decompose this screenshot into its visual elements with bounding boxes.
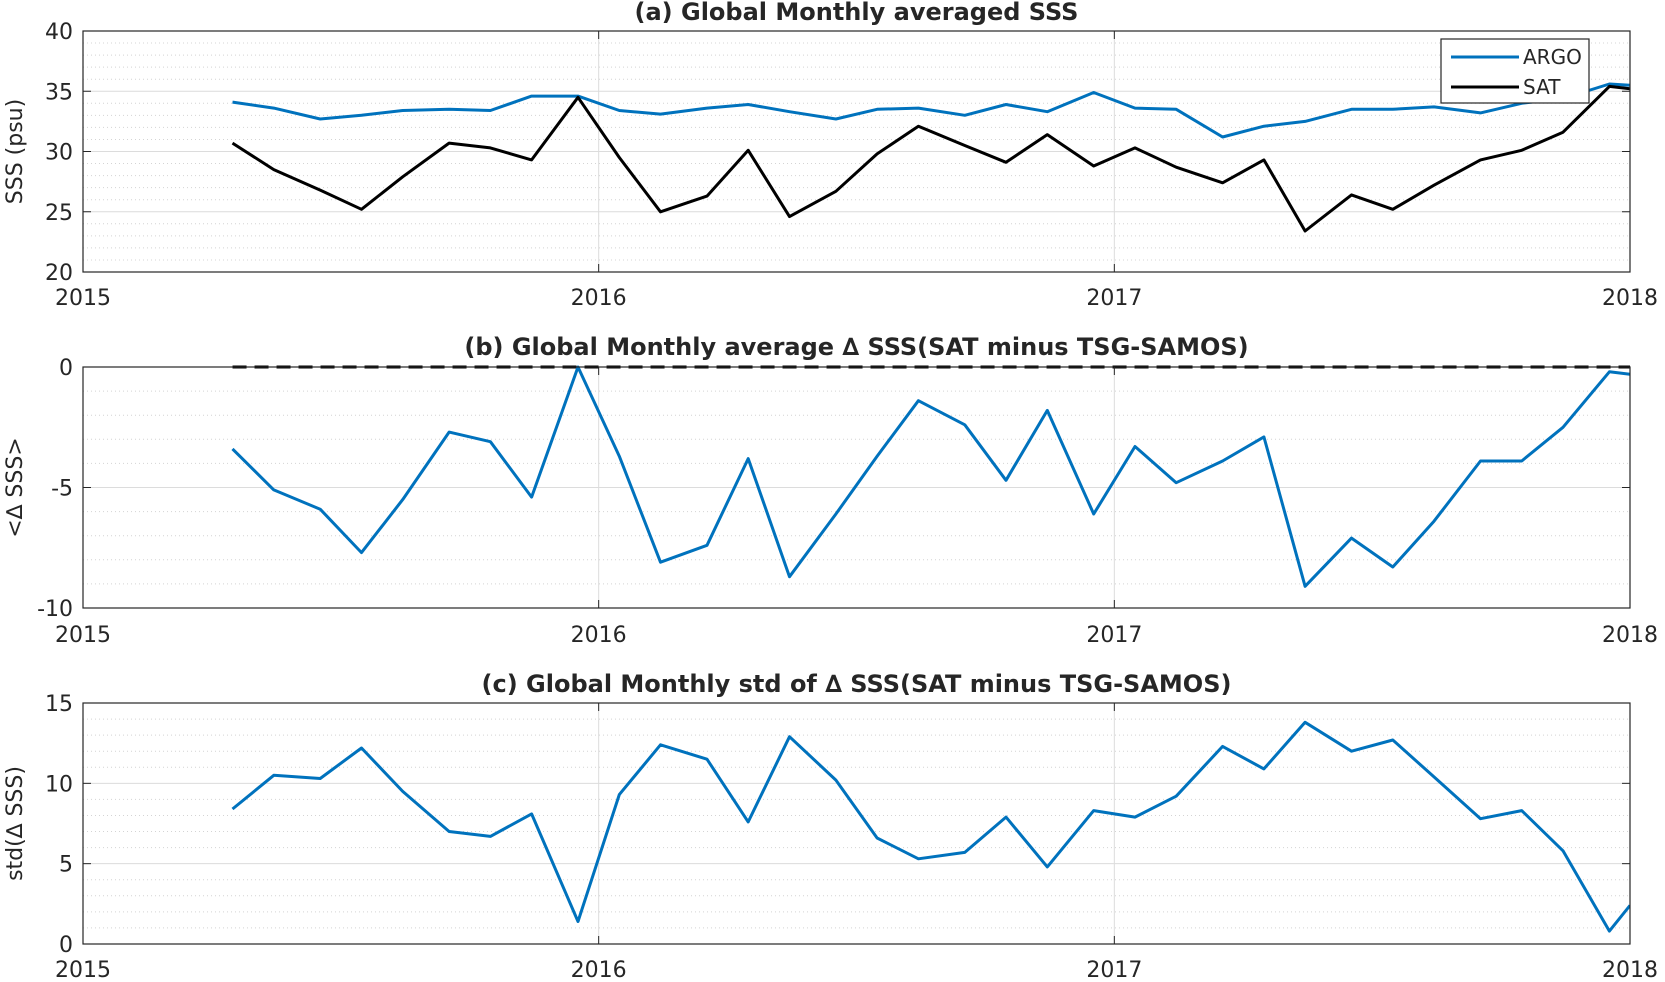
legend-label-argo: ARGO	[1523, 45, 1582, 69]
x-tick-label: 2015	[55, 623, 111, 648]
y-axis-label: <∆ SSS>	[3, 437, 28, 537]
x-tick-label: 2017	[1086, 958, 1142, 982]
y-tick-label: 30	[45, 141, 73, 166]
y-tick-label: 15	[45, 692, 73, 717]
y-tick-label: 0	[59, 933, 73, 958]
y-tick-label: 35	[45, 80, 73, 105]
y-tick-label: -10	[37, 597, 73, 622]
y-tick-label: 0	[59, 356, 73, 381]
y-tick-label: 10	[45, 772, 73, 797]
y-tick-label: 5	[59, 853, 73, 878]
legend-box	[1440, 38, 1590, 104]
chart-panel-3: 0 5 10 15 2015 2016 2017 2018 (c) Global Monthly…	[3, 670, 1658, 982]
axes-box	[82, 702, 1631, 945]
x-tick-label: 2018	[1602, 958, 1658, 982]
y-tick-label: 25	[45, 201, 73, 226]
chart-title: (a) Global Monthly averaged SSS	[635, 0, 1079, 26]
x-tick-label: 2018	[1602, 286, 1658, 311]
x-tick-label: 2016	[571, 286, 627, 311]
x-tick-label: 2016	[571, 958, 627, 982]
x-tick-label: 2015	[55, 286, 111, 311]
x-tick-label: 2017	[1086, 286, 1142, 311]
series-line-1	[231, 365, 1630, 588]
series-line-1	[231, 720, 1630, 933]
chart-panel-2: -10 -5 0 2015 2016 2017 2018 (b) Global Monthly…	[3, 333, 1658, 648]
legend-label-sat: SAT	[1523, 75, 1561, 99]
series-line-sat	[231, 84, 1630, 233]
series-line-argo	[232, 82, 1630, 139]
chart-title: (c) Global Monthly std of ∆ SSS(SAT minu…	[482, 670, 1232, 698]
chart-panel-1: 20 25 30 35 40 2015 2016 2017 2018 (a) Global Mon…	[3, 0, 1658, 311]
chart-title: (b) Global Monthly average ∆ SSS(SAT min…	[464, 333, 1248, 361]
x-tick-label: 2015	[55, 958, 111, 982]
x-tick-label: 2018	[1602, 623, 1658, 648]
legend: ARGO SAT	[1440, 38, 1590, 104]
y-tick-label: -5	[51, 477, 73, 502]
y-axis-label: SSS (psu)	[3, 99, 28, 204]
x-tick-label: 2016	[571, 623, 627, 648]
x-tick-label: 2017	[1086, 623, 1142, 648]
y-tick-label: 20	[45, 261, 73, 286]
y-tick-label: 40	[45, 20, 73, 45]
y-axis-label: std(∆ SSS)	[3, 766, 28, 881]
